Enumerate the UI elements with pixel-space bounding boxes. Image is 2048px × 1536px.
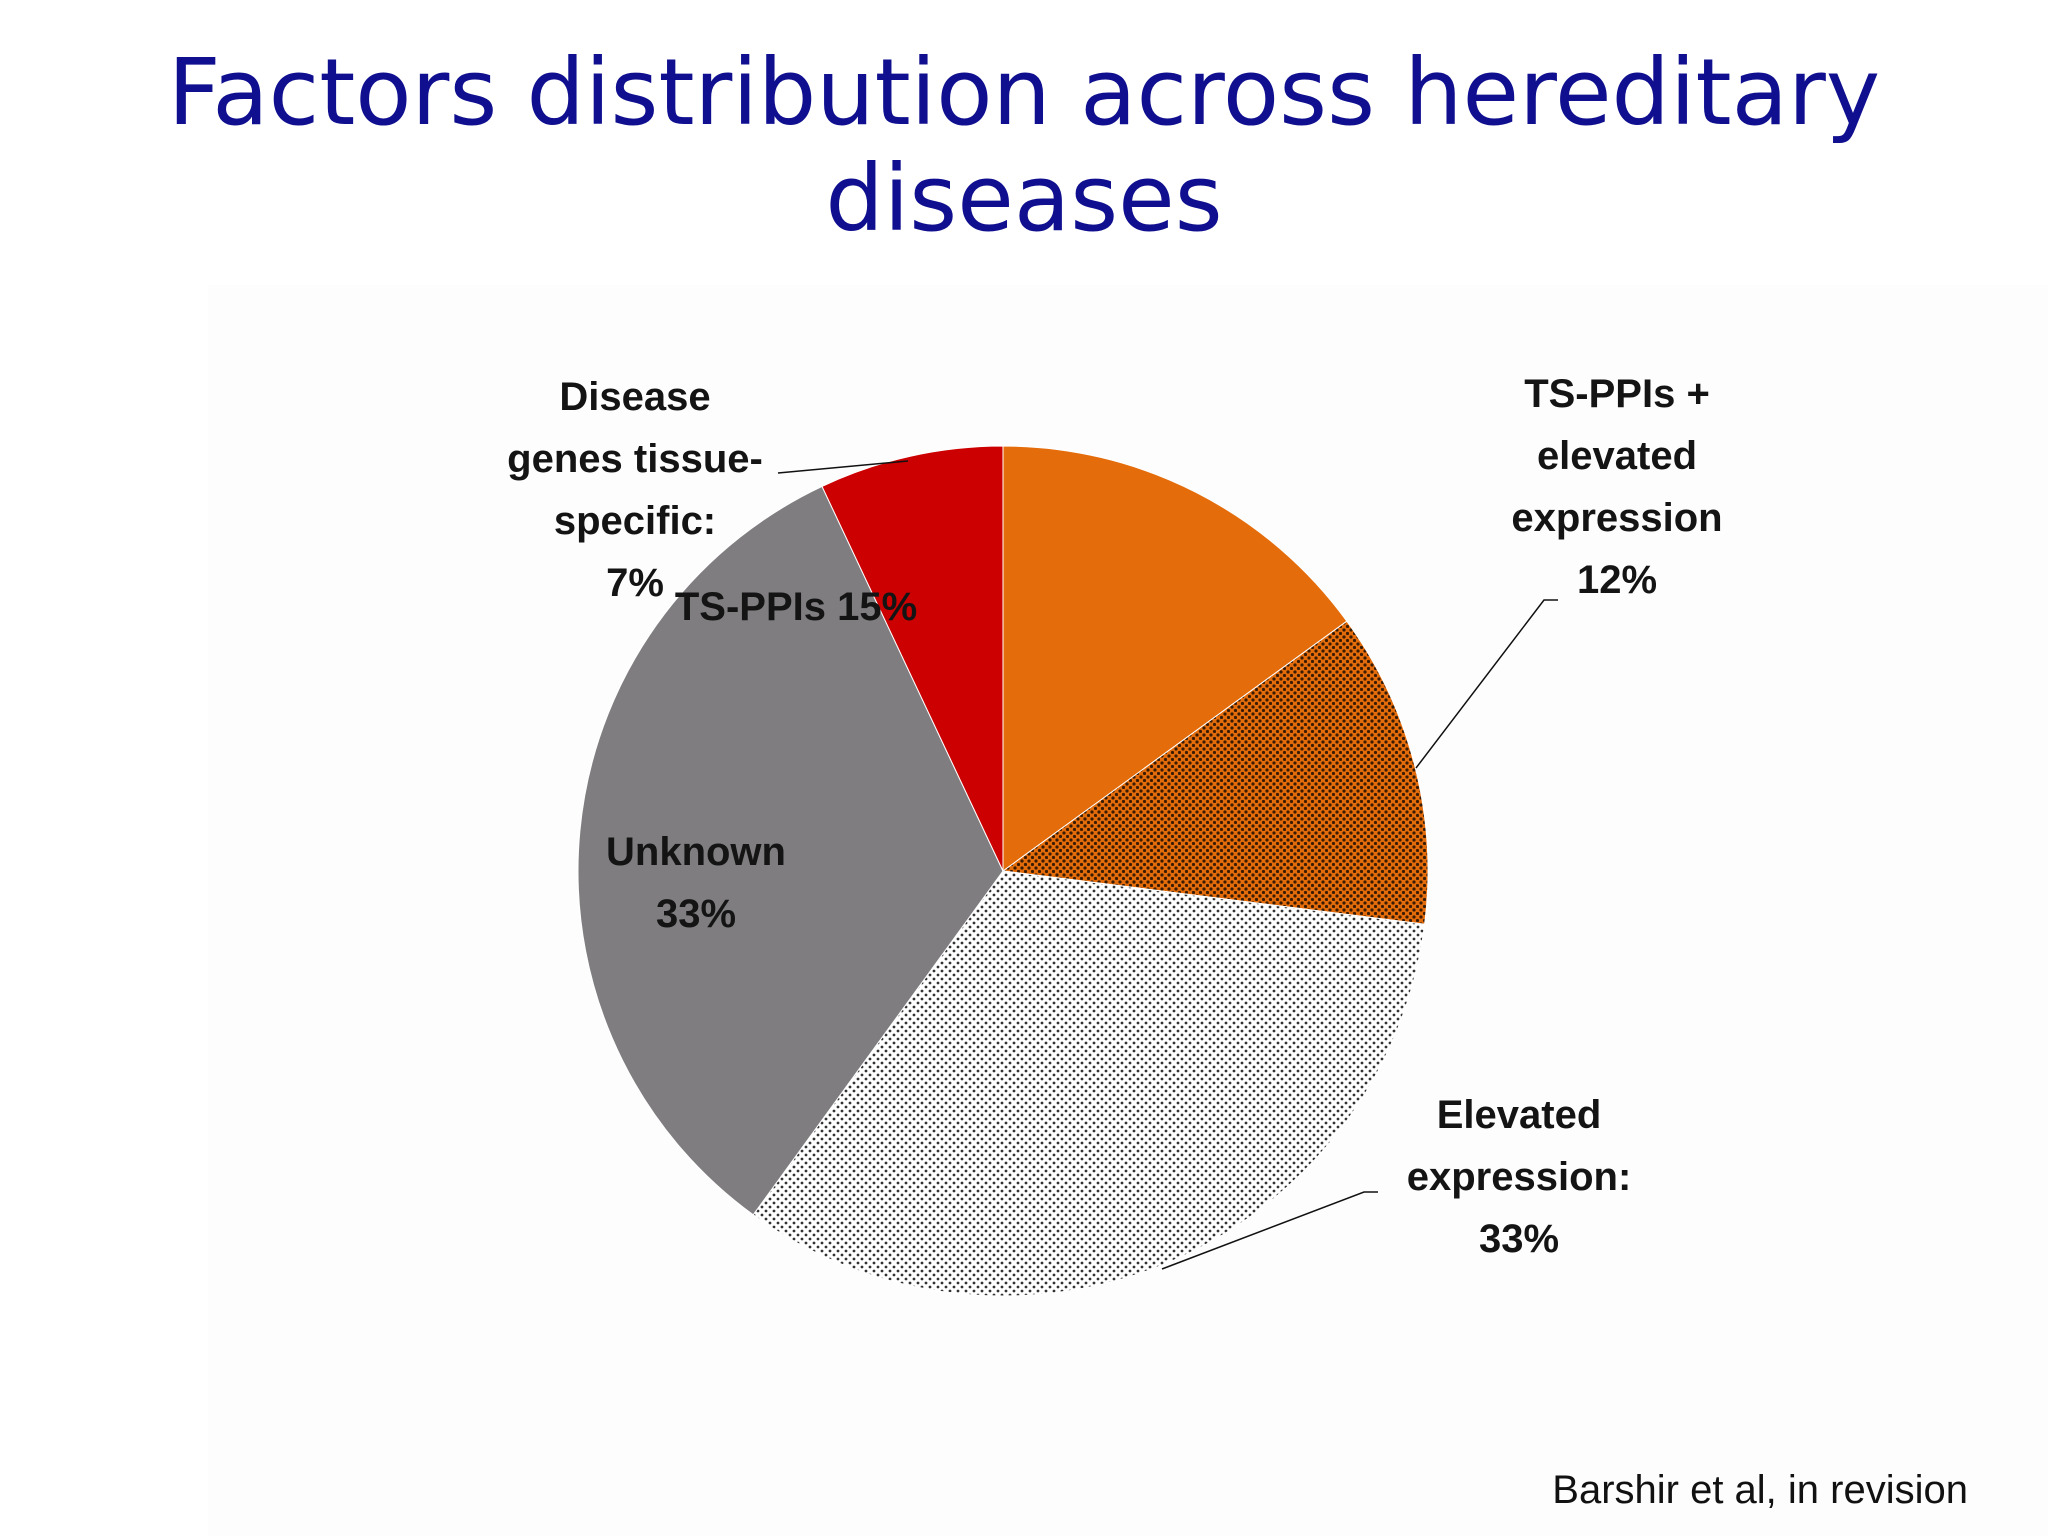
pie-slice-ts-ppis-elevated-expression [1001, 620, 1429, 925]
pie-slice-elevated-expression [752, 870, 1426, 1297]
slice-label-line: 7% [606, 561, 664, 605]
slice-label-line: 33% [1479, 1217, 1559, 1261]
pie-slice-unknown [577, 485, 1004, 1216]
leader-lines [777, 460, 1558, 1270]
chart-panel: TS-PPIs 15% TS-PPIs + elevated expression 12… [208, 285, 2048, 1536]
pie-slice-ts-ppis [1002, 445, 1348, 872]
slide-title-line-1: Factors distribution across hereditary [167, 39, 1881, 146]
pie-chart: TS-PPIs 15% TS-PPIs + elevated expression 12… [507, 372, 1723, 1297]
citation: Barshir et al, in revision [1552, 1468, 1968, 1512]
slice-label-line: expression [1511, 496, 1722, 540]
slice-label-elevated-expression: Elevated expression: 33% [1407, 1093, 1632, 1261]
pie-slice-disease-genes-tissue-specific [821, 445, 1004, 872]
slice-label-ts-ppis: TS-PPIs 15% [675, 585, 917, 629]
slice-label-unknown: Unknown 33% [606, 830, 786, 936]
slide-title-line-2: diseases [825, 145, 1223, 252]
slice-label-disease-genes-tissue-specific: Disease genes tissue-specific: 7% [507, 375, 763, 605]
slice-label-ts-ppis-elevated-expression: TS-PPIs + elevated expression 12% [1511, 372, 1722, 602]
pie-slices [577, 445, 1429, 1297]
slice-label-line: 33% [656, 892, 736, 936]
slide-title: Factors distribution across hereditary d… [0, 40, 2048, 252]
slice-labels: TS-PPIs 15% TS-PPIs + elevated expression 12… [507, 372, 1722, 1261]
leader-line-ts-ppis-elevated-expression [1415, 599, 1558, 769]
slice-label-line: Unknown [606, 830, 786, 874]
slice-label-line: TS-PPIs + [1524, 372, 1710, 416]
slice-label-line: elevated [1537, 434, 1697, 478]
leader-line-elevated-expression [1161, 1191, 1378, 1270]
slice-label-line: 12% [1577, 558, 1657, 602]
slice-label-line: expression: [1407, 1155, 1632, 1199]
leader-line-disease-genes-tissue-specific [777, 460, 909, 474]
slice-label-line: Elevated [1437, 1093, 1602, 1137]
slice-label-line: genes tissue- [507, 437, 763, 481]
slice-label-line: TS-PPIs 15% [675, 585, 917, 629]
slice-label-line: Disease [559, 375, 710, 419]
slice-label-line: specific: [554, 499, 716, 543]
